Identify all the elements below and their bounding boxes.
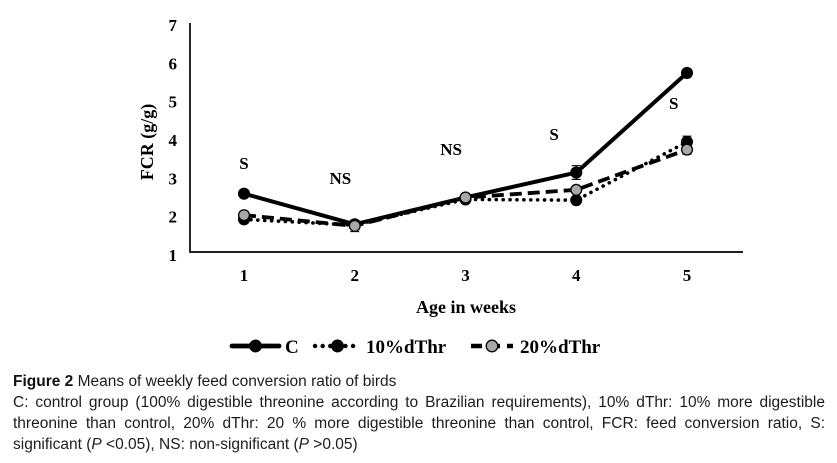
y-tick-label: 1 [169,246,178,265]
data-marker-20%dThr [348,219,361,232]
significance-label: S [669,94,678,113]
caption-italic-segment: P [91,436,102,453]
data-marker-20%dThr [680,143,694,156]
y-tick-label: 7 [169,16,178,35]
legend-label-C: C [285,337,299,358]
data-marker-20%dThr [459,191,472,204]
caption-title-line: Figure 2 Means of weekly feed conversion… [13,371,825,392]
y-tick-label: 6 [169,54,178,73]
significance-label: NS [440,140,462,159]
axis-lines [189,23,743,253]
data-marker-10%dThr [570,194,583,207]
y-tick-label: 4 [169,131,178,150]
figure-title: Means of weekly feed conversion ratio of… [77,373,397,390]
data-marker-C [570,166,583,179]
caption-italic-segment: P [298,436,309,453]
data-marker-20%dThr [570,183,583,196]
significance-label: S [549,125,558,144]
data-marker-C [237,187,251,200]
x-axis-title: Age in weeks [416,297,516,317]
figure-caption: Figure 2 Means of weekly feed conversion… [13,371,825,455]
legend-marker-C [249,339,262,353]
significance-label: S [239,154,248,173]
caption-segment: >0.05) [308,436,358,453]
series-line-20%dThr [243,147,688,228]
legend-label-20%dThr: 20%dThr [520,337,601,358]
y-tick-label: 3 [169,169,178,188]
legend-label-10%dThr: 10%dThr [366,337,447,358]
x-tick-label: 2 [351,266,360,285]
caption-segment: <0.05), NS: non-significant ( [101,436,299,453]
data-marker-C [680,66,694,79]
caption-segment: C: control group (100% digestible threon… [13,394,825,453]
data-marker-20%dThr [237,209,251,222]
x-tick-label: 4 [572,266,581,285]
x-tick-label: 1 [240,266,249,285]
y-tick-label: 2 [169,208,178,227]
legend-marker-20%dThr [485,339,499,353]
x-tick-label: 5 [683,266,692,285]
legend-marker-10%dThr [331,339,344,353]
fcr-line-chart: 1 2 3 4 5 6 7 1 2 3 4 5 FCR (g/g) Age in weeks S NS NS S S… [137,16,743,358]
caption-body: C: control group (100% digestible threon… [13,392,825,455]
figure-number: Figure 2 [13,373,74,390]
y-tick-label: 5 [169,93,178,112]
y-axis-title: FCR (g/g) [137,104,158,180]
x-tick-label: 3 [461,266,470,285]
significance-label: NS [329,169,351,188]
